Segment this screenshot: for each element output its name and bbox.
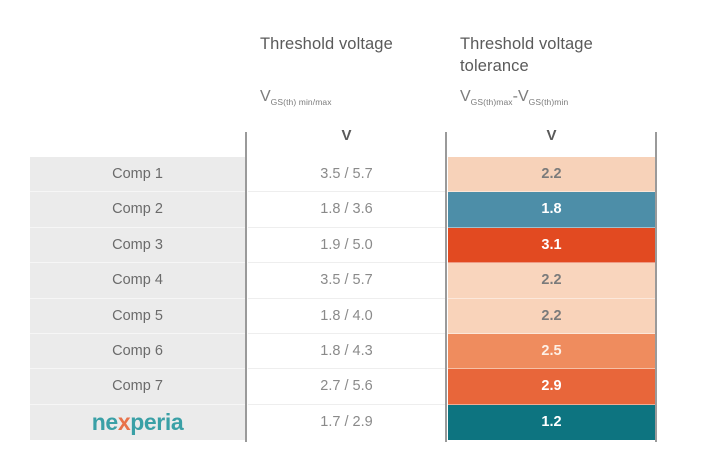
symbol-base: V: [260, 88, 271, 105]
table-row-label: Comp 3: [30, 227, 245, 264]
tolerance-value: 2.5: [448, 333, 655, 370]
tolerance-value: 1.2: [448, 404, 655, 441]
threshold-voltage-value: 3.5 / 5.7: [248, 157, 445, 193]
symbol-subscript: GS(th) min/max: [270, 97, 332, 107]
threshold-voltage-value: 2.7 / 5.6: [248, 369, 445, 405]
table-row-label: Comp 1: [30, 157, 245, 193]
threshold-voltage-value: 1.9 / 5.0: [248, 227, 445, 264]
column-header-threshold-voltage: Threshold voltage VGS(th) min/max V: [248, 0, 445, 155]
column-header-unit: V: [546, 127, 557, 144]
column-header-symbol: VGS(th)max-VGS(th)min: [460, 88, 651, 107]
table-row-label: Comp 6: [30, 333, 245, 370]
threshold-voltage-value: 1.8 / 4.0: [248, 298, 445, 334]
threshold-voltage-value: 1.8 / 3.6: [248, 192, 445, 228]
table-row-label: Comp 7: [30, 369, 245, 405]
threshold-voltage-value: 1.8 / 4.3: [248, 333, 445, 370]
column-divider-right: [655, 132, 657, 442]
logo-text-part: ne: [91, 408, 118, 435]
symbol-subscript-max: GS(th)max: [470, 97, 513, 107]
column-header-title: Threshold voltage tolerance: [460, 35, 593, 75]
column-header-title: Threshold voltage: [260, 35, 393, 53]
tolerance-value: 1.8: [448, 192, 655, 228]
column-header-symbol: VGS(th) min/max: [260, 88, 441, 107]
logo-accent-letter: x: [117, 408, 131, 435]
symbol-subscript-min: GS(th)min: [528, 97, 569, 107]
table-row-label: Comp 5: [30, 298, 245, 334]
threshold-voltage-value: 3.5 / 5.7: [248, 263, 445, 299]
nexperia-logo: nexperia: [30, 404, 245, 441]
threshold-voltage-value: 1.7 / 2.9: [248, 404, 445, 441]
column-header-unit: V: [341, 127, 352, 144]
component-label-column: Comp 1 Comp 2 Comp 3 Comp 4 Comp 5 Comp 6 Comp…: [30, 157, 245, 441]
logo-text-part: peria: [130, 408, 184, 435]
tolerance-column: 2.2 1.8 3.1 2.2 2.2 2.5 2.9 1.2: [448, 157, 655, 441]
column-header-threshold-voltage-tolerance: Threshold voltage tolerance VGS(th)max-V…: [448, 0, 655, 155]
table-row-label: Comp 2: [30, 192, 245, 228]
tolerance-value: 2.2: [448, 263, 655, 299]
symbol-base-max: V: [460, 88, 471, 105]
tolerance-value: 2.2: [448, 157, 655, 193]
symbol-operator: -: [512, 88, 518, 105]
table-row-label: Comp 4: [30, 263, 245, 299]
tolerance-value: 2.2: [448, 298, 655, 334]
tolerance-value: 2.9: [448, 369, 655, 405]
tolerance-value: 3.1: [448, 227, 655, 264]
symbol-base-min: V: [518, 88, 529, 105]
column-divider-middle: [445, 132, 447, 442]
threshold-voltage-column: 3.5 / 5.7 1.8 / 3.6 1.9 / 5.0 3.5 / 5.7 1.8 …: [248, 157, 445, 441]
column-divider-left: [245, 132, 247, 442]
